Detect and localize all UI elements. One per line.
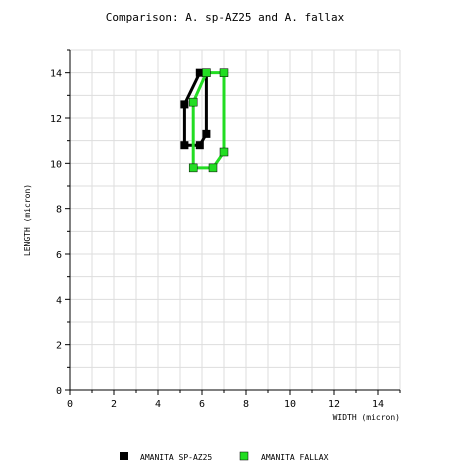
y-axis-label: LENGTH (micron): [23, 184, 32, 256]
legend-label-series-1: AMANITA SP-AZ25: [140, 453, 212, 462]
x-tick-label: 4: [155, 399, 161, 410]
data-point: [180, 141, 189, 150]
x-tick-label: 10: [284, 399, 296, 410]
chart-title: Comparison: A. sp-AZ25 and A. fallax: [106, 11, 345, 24]
data-point: [195, 68, 204, 77]
data-point: [219, 68, 229, 77]
grid: [69, 49, 401, 391]
series-1: [180, 68, 211, 150]
legend: AMANITA SP-AZ25 AMANITA FALLAX: [120, 451, 329, 462]
data-point: [180, 100, 189, 109]
data-point: [202, 129, 211, 138]
data-point: [202, 68, 211, 77]
y-tick-label: 2: [56, 341, 62, 352]
series-2: [188, 68, 229, 173]
x-tick-label: 12: [328, 399, 340, 410]
y-tick-label: 0: [56, 386, 62, 397]
y-tick-label: 4: [56, 295, 62, 306]
axes: [65, 49, 401, 395]
data-point: [208, 163, 218, 173]
legend-swatch-series-2: [239, 451, 249, 461]
legend-label-series-2: AMANITA FALLAX: [261, 453, 329, 462]
y-tick-label: 6: [56, 250, 62, 261]
y-tick-label: 14: [50, 69, 62, 80]
x-axis-label: WIDTH (micron): [333, 413, 400, 422]
tick-labels: 0 2 4 6 8 10 12 14 0 2 4 6 8 10 12 14: [50, 69, 384, 410]
series-layer: [180, 68, 229, 173]
y-tick-label: 10: [50, 159, 62, 170]
data-point: [188, 163, 198, 173]
legend-swatch-series-1: [120, 452, 128, 460]
x-tick-label: 6: [199, 399, 205, 410]
series-line: [191, 71, 226, 170]
x-tick-label: 14: [372, 399, 384, 410]
x-tick-label: 0: [67, 399, 73, 410]
y-tick-label: 12: [50, 114, 62, 125]
x-tick-label: 2: [111, 399, 117, 410]
x-tick-label: 8: [243, 399, 249, 410]
data-point: [219, 147, 229, 157]
data-point: [188, 97, 198, 107]
data-point: [195, 141, 204, 150]
y-tick-label: 8: [56, 205, 62, 216]
